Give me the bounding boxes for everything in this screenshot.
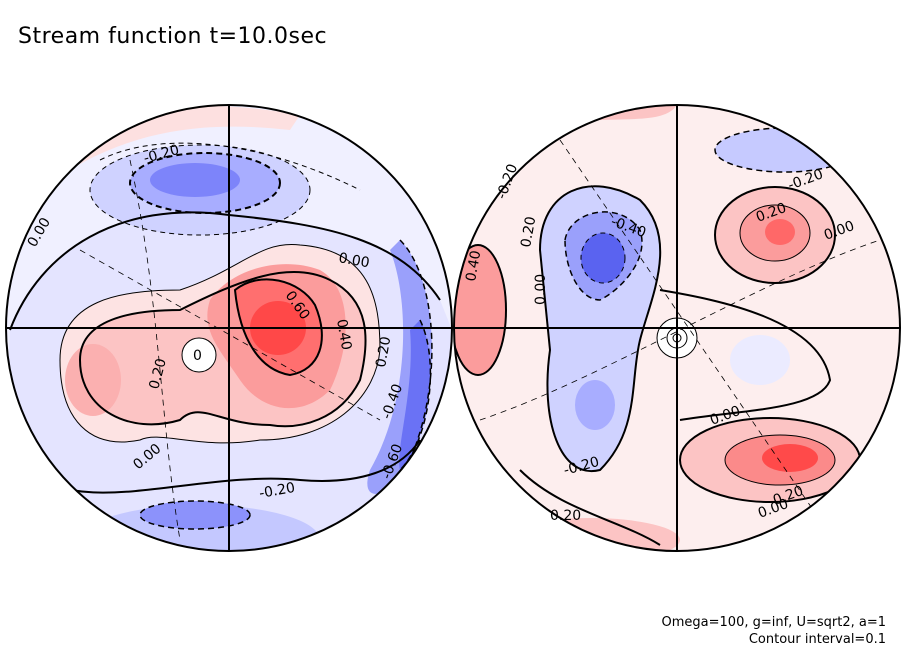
contour-label: 0.40	[463, 249, 484, 282]
plot-title: Stream function t=10.0sec	[18, 24, 328, 49]
contour-label: 0.40	[333, 318, 354, 351]
contour-label: 0.20	[518, 215, 539, 248]
parameters-line: Omega=100, g=inf, U=sqrt2, a=1	[661, 615, 886, 630]
contour-label: 0	[193, 348, 202, 364]
parameters-caption: Omega=100, g=inf, U=sqrt2, a=1 Contour i…	[662, 614, 886, 648]
contour-label: 0.20	[550, 508, 581, 524]
contour-label: 0.20	[373, 335, 394, 368]
contour-interval-line: Contour interval=0.1	[748, 632, 886, 647]
contour-label: 0.00	[533, 274, 549, 305]
contour-label: 0.20	[146, 357, 170, 391]
contour-label: 0.00	[337, 250, 370, 271]
contour-label: -0.20	[258, 480, 296, 502]
